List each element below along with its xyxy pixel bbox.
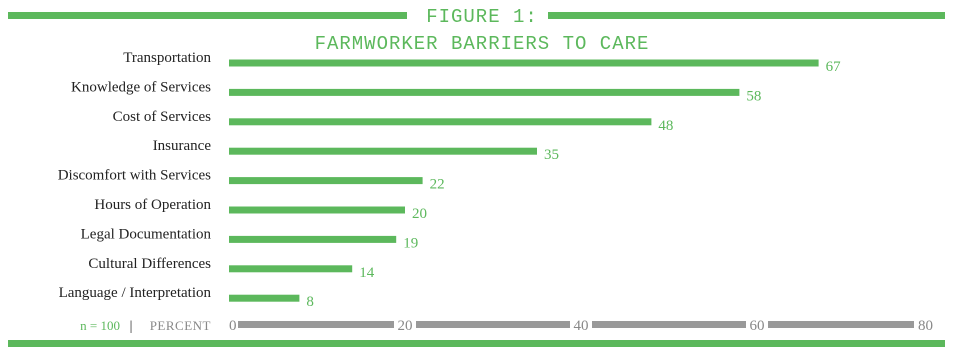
bars-group: Transportation 67 Knowledge of Services 58 C…	[58, 50, 841, 310]
value-label: 48	[658, 118, 673, 134]
top-rule-right	[548, 12, 945, 19]
category-label: Knowledge of Services	[71, 79, 211, 95]
x-tick-label: 80	[918, 318, 933, 334]
value-label: 20	[412, 206, 427, 222]
category-label: Cultural Differences	[88, 256, 211, 272]
x-axis-segment	[592, 321, 746, 328]
value-label: 67	[826, 59, 842, 75]
category-label: Legal Documentation	[81, 226, 212, 242]
bar	[229, 59, 819, 67]
bar	[229, 147, 537, 155]
x-tick-label: 0	[229, 318, 237, 334]
top-rule-left	[8, 12, 407, 19]
category-label: Cost of Services	[113, 109, 211, 125]
chart-title-line2: FARMWORKER BARRIERS TO CARE	[315, 33, 650, 55]
value-label: 22	[430, 177, 445, 193]
x-axis-segment	[416, 321, 570, 328]
bar	[229, 118, 652, 126]
value-label: 14	[359, 265, 375, 281]
bar	[229, 88, 740, 96]
category-label: Transportation	[123, 50, 211, 66]
bar	[229, 235, 397, 243]
bar	[229, 294, 300, 302]
bottom-rule	[8, 340, 945, 347]
bar	[229, 206, 405, 214]
x-tick-label: 40	[574, 318, 589, 334]
x-axis: 0 20 40 60 80	[229, 318, 933, 334]
category-label: Language / Interpretation	[59, 285, 212, 301]
value-label: 58	[746, 88, 761, 104]
value-label: 19	[403, 235, 418, 251]
chart-title-line1: FIGURE 1:	[426, 6, 538, 28]
value-label: 8	[306, 294, 314, 310]
bar	[229, 265, 353, 273]
x-axis-unit-label: PERCENT	[150, 318, 211, 333]
x-axis-segment	[238, 321, 394, 328]
bar	[229, 177, 423, 185]
category-label: Hours of Operation	[94, 197, 211, 213]
footer-separator: |	[130, 319, 133, 334]
x-tick-label: 20	[398, 318, 413, 334]
value-label: 35	[544, 147, 559, 163]
x-tick-label: 60	[750, 318, 765, 334]
sample-size-label: n = 100	[80, 318, 120, 333]
category-label: Discomfort with Services	[58, 168, 211, 184]
x-axis-segment	[768, 321, 914, 328]
category-label: Insurance	[153, 138, 212, 154]
